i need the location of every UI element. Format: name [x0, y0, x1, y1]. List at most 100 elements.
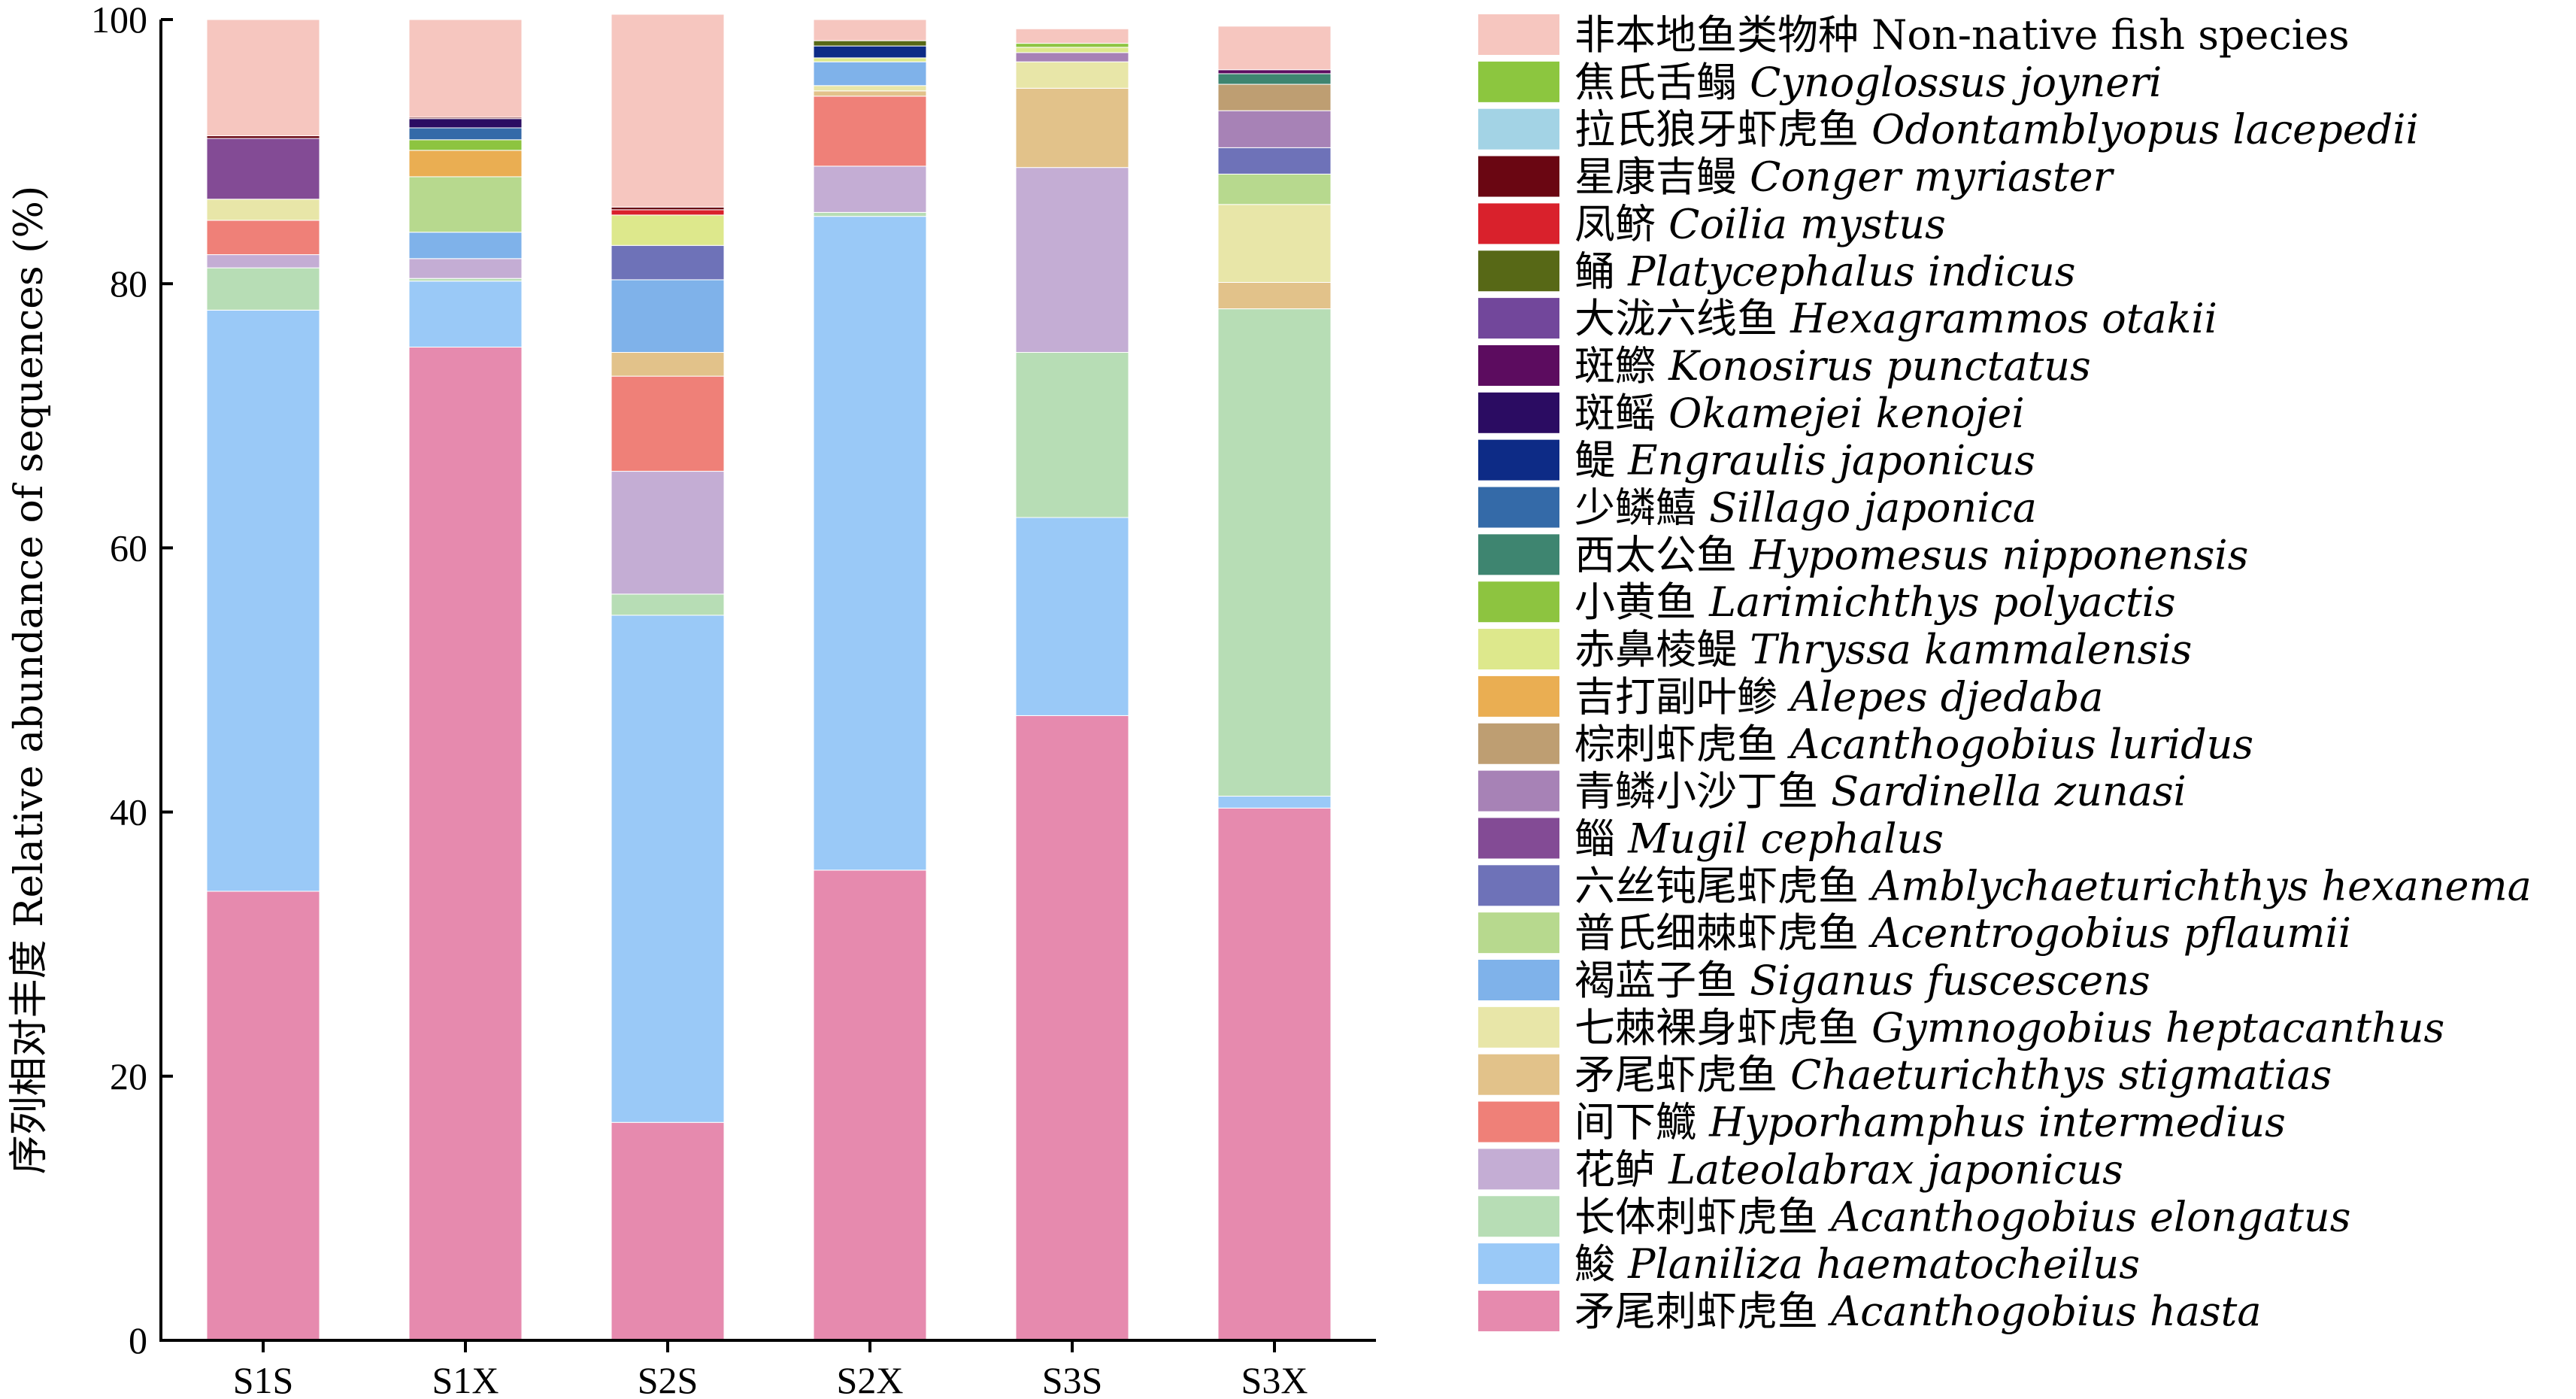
legend-series-name: Acanthogobius hasta — [1827, 1288, 2261, 1335]
bar-segment-S1S-25 — [206, 135, 320, 139]
legend-swatch — [1478, 581, 1559, 623]
bar-segment-S3S-12 — [1015, 52, 1129, 62]
bar-segment-S2S-15 — [611, 214, 725, 246]
legend-entry: 焦氏舌鳎 Cynoglossus joyneri — [1574, 59, 2162, 106]
legend-series-name: Cynoglossus joyneri — [1750, 59, 2162, 106]
legend-chinese-name: 焦氏舌鳎 — [1574, 59, 1750, 106]
legend-swatch — [1478, 960, 1559, 1000]
legend-chinese-name: 少鳞鱚 — [1574, 484, 1709, 532]
bar-segment-S2X-3 — [813, 211, 927, 217]
bar-segment-S3S-16 — [1015, 43, 1129, 48]
bar-segment-S1X-20 — [408, 118, 523, 129]
legend-chinese-name: 斑鰶 — [1574, 342, 1668, 390]
legend-series-name: Acanthogobius elongatus — [1827, 1193, 2350, 1240]
bar-segment-S3X-21 — [1217, 69, 1332, 74]
bar-segment-S3S-7 — [1015, 61, 1129, 89]
bar-segment-S1X-16 — [408, 139, 523, 151]
legend-swatch — [1478, 487, 1559, 528]
legend-chinese-name: 鮻 — [1574, 1240, 1628, 1288]
bar-segment-S3X-3 — [1217, 308, 1332, 797]
bar-segment-S3S-6 — [1015, 87, 1129, 168]
bar-segment-S2S-4 — [611, 471, 725, 595]
bar-segment-S2X-28 — [813, 19, 927, 41]
bar-segment-S2S-25 — [611, 206, 725, 211]
legend-swatch — [1478, 818, 1559, 859]
bar-segment-S1X-1 — [408, 346, 523, 1341]
legend-chinese-name: 大泷六线鱼 — [1574, 295, 1790, 342]
legend-series-name: Engraulis japonicus — [1627, 437, 2035, 484]
legend-entry: 花鲈 Lateolabrax japonicus — [1574, 1146, 2123, 1193]
legend-swatch — [1478, 298, 1559, 339]
x-tick-label: S1S — [233, 1359, 294, 1399]
y-tick-label: 0 — [129, 1319, 147, 1361]
bar-segment-S3S-2 — [1015, 517, 1129, 716]
legend-swatch — [1478, 203, 1559, 244]
legend-swatch — [1478, 1054, 1559, 1095]
legend-entry: 七棘裸身虾虎鱼 Gymnogobius heptacanthus — [1574, 1004, 2444, 1052]
bar-segment-S1S-2 — [206, 309, 320, 892]
legend-swatch — [1478, 250, 1559, 292]
x-tick-label: S3S — [1042, 1359, 1103, 1399]
bar-segment-S1S-4 — [206, 254, 320, 269]
legend-swatch — [1478, 1149, 1559, 1190]
x-tick-label: S1X — [432, 1359, 499, 1399]
bar-segment-S2X-8 — [813, 61, 927, 86]
legend-series-name: Hexagrammos otakii — [1790, 295, 2217, 342]
bar-segment-S2S-28 — [611, 14, 725, 208]
legend-series-name: Acentrogobius pflaumii — [1868, 909, 2351, 957]
legend-swatch — [1478, 344, 1559, 386]
legend-swatch — [1478, 723, 1559, 764]
legend-chinese-name: 拉氏狼牙虾虎鱼 — [1574, 106, 1871, 153]
legend-entry: 长体刺虾虎鱼 Acanthogobius elongatus — [1574, 1193, 2350, 1240]
legend-chinese-name: 间下鱵 — [1574, 1099, 1709, 1146]
legend-chinese-name: 褐蓝子鱼 — [1574, 957, 1750, 1004]
legend-entry: 矛尾虾虎鱼 Chaeturichthys stigmatias — [1574, 1052, 2332, 1099]
legend-entry: 鳀 Engraulis japonicus — [1574, 437, 2035, 484]
legend-entry: 小黄鱼 Larimichthys polyactis — [1574, 578, 2176, 626]
legend-series-name: Chaeturichthys stigmatias — [1790, 1052, 2332, 1099]
bar-segment-S2S-6 — [611, 352, 725, 377]
legend-chinese-name: 矛尾刺虾虎鱼 — [1574, 1288, 1831, 1335]
bar-segment-S3X-28 — [1217, 26, 1332, 71]
y-tick-label: 20 — [110, 1055, 147, 1097]
bar-segment-S3X-6 — [1217, 281, 1332, 310]
legend-series-name: Amblychaeturichthys hexanema — [1868, 862, 2532, 909]
legend-entry: 星康吉鳗 Conger myriaster — [1574, 153, 2115, 201]
legend-swatch — [1478, 1006, 1559, 1048]
bar-segment-S3S-1 — [1015, 715, 1129, 1341]
bar-segment-S3S-3 — [1015, 352, 1129, 518]
legend-entry: 褐蓝子鱼 Siganus fuscescens — [1574, 957, 2150, 1004]
legend-entry: 棕刺虾虎鱼 Acanthogobius luridus — [1574, 721, 2253, 768]
legend-entry: 鲬 Platycephalus indicus — [1574, 247, 2075, 295]
bar-segment-S2X-4 — [813, 165, 927, 213]
legend-chinese-name: 棕刺虾虎鱼 — [1574, 721, 1790, 768]
legend-series-name: Mugil cephalus — [1627, 815, 1944, 862]
bar-segment-S1X-3 — [408, 278, 523, 282]
legend-series-name: Larimichthys polyactis — [1708, 578, 2175, 626]
legend-entry: 少鳞鱚 Sillago japonica — [1574, 484, 2037, 532]
legend-entry: 非本地鱼类物种 Non-native fish species — [1574, 11, 2350, 59]
legend-chinese-name: 鲬 — [1574, 247, 1628, 295]
legend-series-name: Platycephalus indicus — [1627, 247, 2075, 295]
bar-segment-S2S-3 — [611, 593, 725, 616]
legend-entry: 拉氏狼牙虾虎鱼 Odontamblyopus lacepedii — [1574, 106, 2419, 153]
bar-segment-S1S-11 — [206, 138, 320, 200]
bar-segment-S2S-1 — [611, 1121, 725, 1341]
legend-series-name: Conger myriaster — [1750, 153, 2114, 201]
legend-entry: 西太公鱼 Hypomesus nipponensis — [1574, 531, 2248, 578]
legend-chinese-name: 凤鲚 — [1574, 200, 1668, 247]
legend-chinese-name: 西太公鱼 — [1574, 531, 1750, 578]
bar-segment-S1S-28 — [206, 19, 320, 137]
bar-segment-S3S-15 — [1015, 47, 1129, 53]
bar-segment-S2X-7 — [813, 85, 927, 92]
y-tick-label: 60 — [110, 527, 147, 569]
bar-segment-S2S-5 — [611, 375, 725, 472]
legend-swatch — [1478, 1290, 1559, 1331]
legend-chinese-name: 星康吉鳗 — [1574, 153, 1750, 201]
legend-entry: 大泷六线鱼 Hexagrammos otakii — [1574, 295, 2217, 342]
legend-swatch — [1478, 770, 1559, 812]
legend-entry: 斑鳐 Okamejei kenojei — [1574, 390, 2025, 437]
bar-segment-S1X-2 — [408, 281, 523, 347]
bar-segment-S2S-24 — [611, 209, 725, 216]
